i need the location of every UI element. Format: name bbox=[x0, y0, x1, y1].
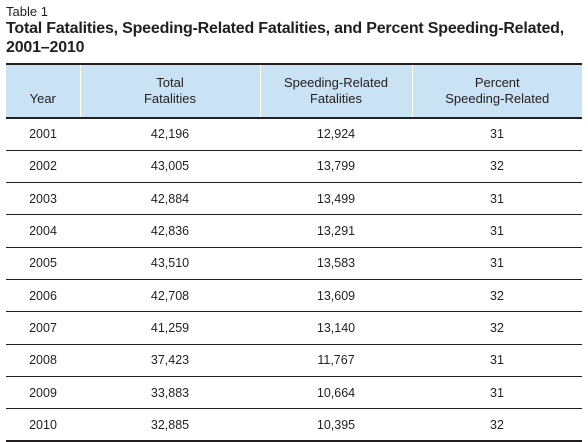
header-year-label: Year bbox=[29, 91, 56, 106]
table-row: 2008 37,423 11,767 31 bbox=[6, 344, 582, 377]
table-row: 2009 33,883 10,664 31 bbox=[6, 376, 582, 410]
cell-year: 2006 bbox=[6, 279, 80, 313]
table-row: 2006 42,708 13,609 32 bbox=[6, 279, 582, 313]
cell-speeding-related-fatalities: 13,140 bbox=[260, 311, 412, 345]
cell-speeding-related-fatalities: 10,664 bbox=[260, 376, 412, 410]
header-speeding-line-1: Speeding-Related bbox=[283, 75, 389, 90]
cell-year: 2007 bbox=[6, 311, 80, 345]
cell-year: 2001 bbox=[6, 118, 80, 151]
cell-year: 2004 bbox=[6, 214, 80, 248]
cell-speeding-related-fatalities: 13,583 bbox=[260, 247, 412, 280]
table-body: 2001 42,196 12,924 31 2002 43,005 13,799 32 2003… bbox=[6, 118, 582, 442]
cell-total-fatalities: 41,259 bbox=[80, 311, 260, 345]
cell-year: 2005 bbox=[6, 247, 80, 280]
header-total-fatalities: Total Fatalities bbox=[79, 63, 260, 119]
cell-speeding-related-fatalities: 13,291 bbox=[260, 214, 412, 248]
header-year: Year bbox=[6, 63, 80, 119]
table-row: 2005 43,510 13,583 31 bbox=[6, 247, 582, 280]
cell-speeding-related-fatalities: 11,767 bbox=[260, 344, 412, 377]
table-label: Table 1 bbox=[6, 4, 48, 19]
header-percent-line-1: Percent bbox=[474, 75, 520, 90]
cell-total-fatalities: 37,423 bbox=[80, 344, 260, 377]
cell-percent-speeding-related: 32 bbox=[412, 408, 582, 442]
cell-total-fatalities: 42,708 bbox=[80, 279, 260, 313]
cell-speeding-related-fatalities: 12,924 bbox=[260, 118, 412, 151]
cell-percent-speeding-related: 32 bbox=[412, 150, 582, 184]
cell-percent-speeding-related: 31 bbox=[412, 118, 582, 151]
table-row: 2004 42,836 13,291 31 bbox=[6, 214, 582, 248]
table-row: 2002 43,005 13,799 32 bbox=[6, 150, 582, 184]
cell-speeding-related-fatalities: 13,499 bbox=[260, 182, 412, 216]
header-total-line-1: Total bbox=[156, 75, 184, 90]
cell-total-fatalities: 43,510 bbox=[80, 247, 260, 280]
header-speeding-related-fatalities: Speeding-Related Fatalities bbox=[259, 63, 412, 119]
cell-speeding-related-fatalities: 10,395 bbox=[260, 408, 412, 442]
table-row: 2001 42,196 12,924 31 bbox=[6, 118, 582, 151]
table-title-line-1: Total Fatalities, Speeding-Related Fatal… bbox=[6, 20, 564, 37]
cell-total-fatalities: 42,836 bbox=[80, 214, 260, 248]
cell-total-fatalities: 42,884 bbox=[80, 182, 260, 216]
cell-year: 2003 bbox=[6, 182, 80, 216]
table-header: Year Total Fatalities Speeding-Related F… bbox=[6, 63, 582, 119]
cell-year: 2008 bbox=[6, 344, 80, 377]
cell-year: 2009 bbox=[6, 376, 80, 410]
cell-percent-speeding-related: 32 bbox=[412, 311, 582, 345]
cell-percent-speeding-related: 31 bbox=[412, 344, 582, 377]
cell-year: 2010 bbox=[6, 408, 80, 442]
cell-percent-speeding-related: 31 bbox=[412, 376, 582, 410]
header-percent-speeding-related: Percent Speeding-Related bbox=[411, 63, 582, 119]
header-speeding-line-2: Fatalities bbox=[309, 91, 363, 106]
cell-total-fatalities: 42,196 bbox=[80, 118, 260, 151]
cell-percent-speeding-related: 32 bbox=[412, 279, 582, 313]
table-row: 2003 42,884 13,499 31 bbox=[6, 182, 582, 216]
cell-total-fatalities: 33,883 bbox=[80, 376, 260, 410]
header-total-line-2: Fatalities bbox=[143, 91, 197, 106]
header-percent-line-2: Speeding-Related bbox=[445, 91, 550, 106]
fatalities-table: Year Total Fatalities Speeding-Related F… bbox=[6, 63, 582, 442]
cell-percent-speeding-related: 31 bbox=[412, 214, 582, 248]
cell-speeding-related-fatalities: 13,799 bbox=[260, 150, 412, 184]
table-title: Total Fatalities, Speeding-Related Fatal… bbox=[6, 19, 576, 57]
cell-total-fatalities: 32,885 bbox=[80, 408, 260, 442]
cell-year: 2002 bbox=[6, 150, 80, 184]
table-row: 2010 32,885 10,395 32 bbox=[6, 408, 582, 442]
table-row: 2007 41,259 13,140 32 bbox=[6, 311, 582, 345]
cell-percent-speeding-related: 31 bbox=[412, 247, 582, 280]
cell-total-fatalities: 43,005 bbox=[80, 150, 260, 184]
header-row: Year Total Fatalities Speeding-Related F… bbox=[6, 63, 582, 119]
table-title-line-2: 2001–2010 bbox=[6, 39, 85, 56]
cell-speeding-related-fatalities: 13,609 bbox=[260, 279, 412, 313]
cell-percent-speeding-related: 31 bbox=[412, 182, 582, 216]
